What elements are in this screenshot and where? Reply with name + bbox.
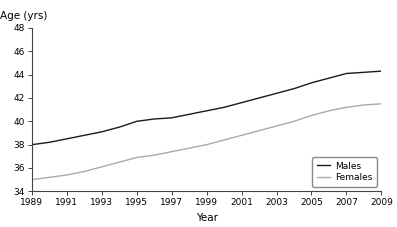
- Text: Age (yrs): Age (yrs): [0, 11, 48, 21]
- Males: [327, 77, 331, 79]
- Females: [379, 102, 384, 105]
- Males: [134, 120, 139, 123]
- Females: [222, 139, 226, 141]
- Males: [29, 143, 34, 146]
- Females: [134, 156, 139, 159]
- Males: [117, 126, 121, 128]
- Line: Females: Females: [32, 104, 382, 180]
- Males: [187, 113, 191, 116]
- Males: [309, 81, 314, 84]
- Females: [344, 106, 349, 109]
- Females: [29, 178, 34, 181]
- Males: [47, 141, 52, 144]
- Females: [82, 170, 87, 173]
- Males: [344, 72, 349, 75]
- Females: [292, 120, 297, 123]
- Males: [222, 106, 226, 109]
- Females: [64, 174, 69, 176]
- Males: [64, 138, 69, 140]
- Females: [47, 176, 52, 179]
- Females: [187, 147, 191, 150]
- Males: [204, 109, 209, 112]
- Females: [327, 109, 331, 112]
- Females: [309, 114, 314, 117]
- Males: [99, 131, 104, 133]
- Males: [257, 97, 262, 99]
- X-axis label: Year: Year: [196, 213, 218, 223]
- Females: [362, 104, 366, 106]
- Males: [169, 116, 174, 119]
- Males: [362, 71, 366, 74]
- Females: [239, 134, 244, 137]
- Females: [99, 165, 104, 168]
- Females: [152, 154, 156, 157]
- Males: [292, 87, 297, 90]
- Legend: Males, Females: Males, Females: [312, 157, 377, 187]
- Females: [257, 129, 262, 132]
- Males: [82, 134, 87, 137]
- Females: [117, 161, 121, 163]
- Line: Males: Males: [32, 71, 382, 145]
- Females: [169, 150, 174, 153]
- Females: [274, 125, 279, 127]
- Males: [239, 101, 244, 104]
- Males: [274, 92, 279, 95]
- Males: [379, 70, 384, 72]
- Females: [204, 143, 209, 146]
- Males: [152, 118, 156, 120]
